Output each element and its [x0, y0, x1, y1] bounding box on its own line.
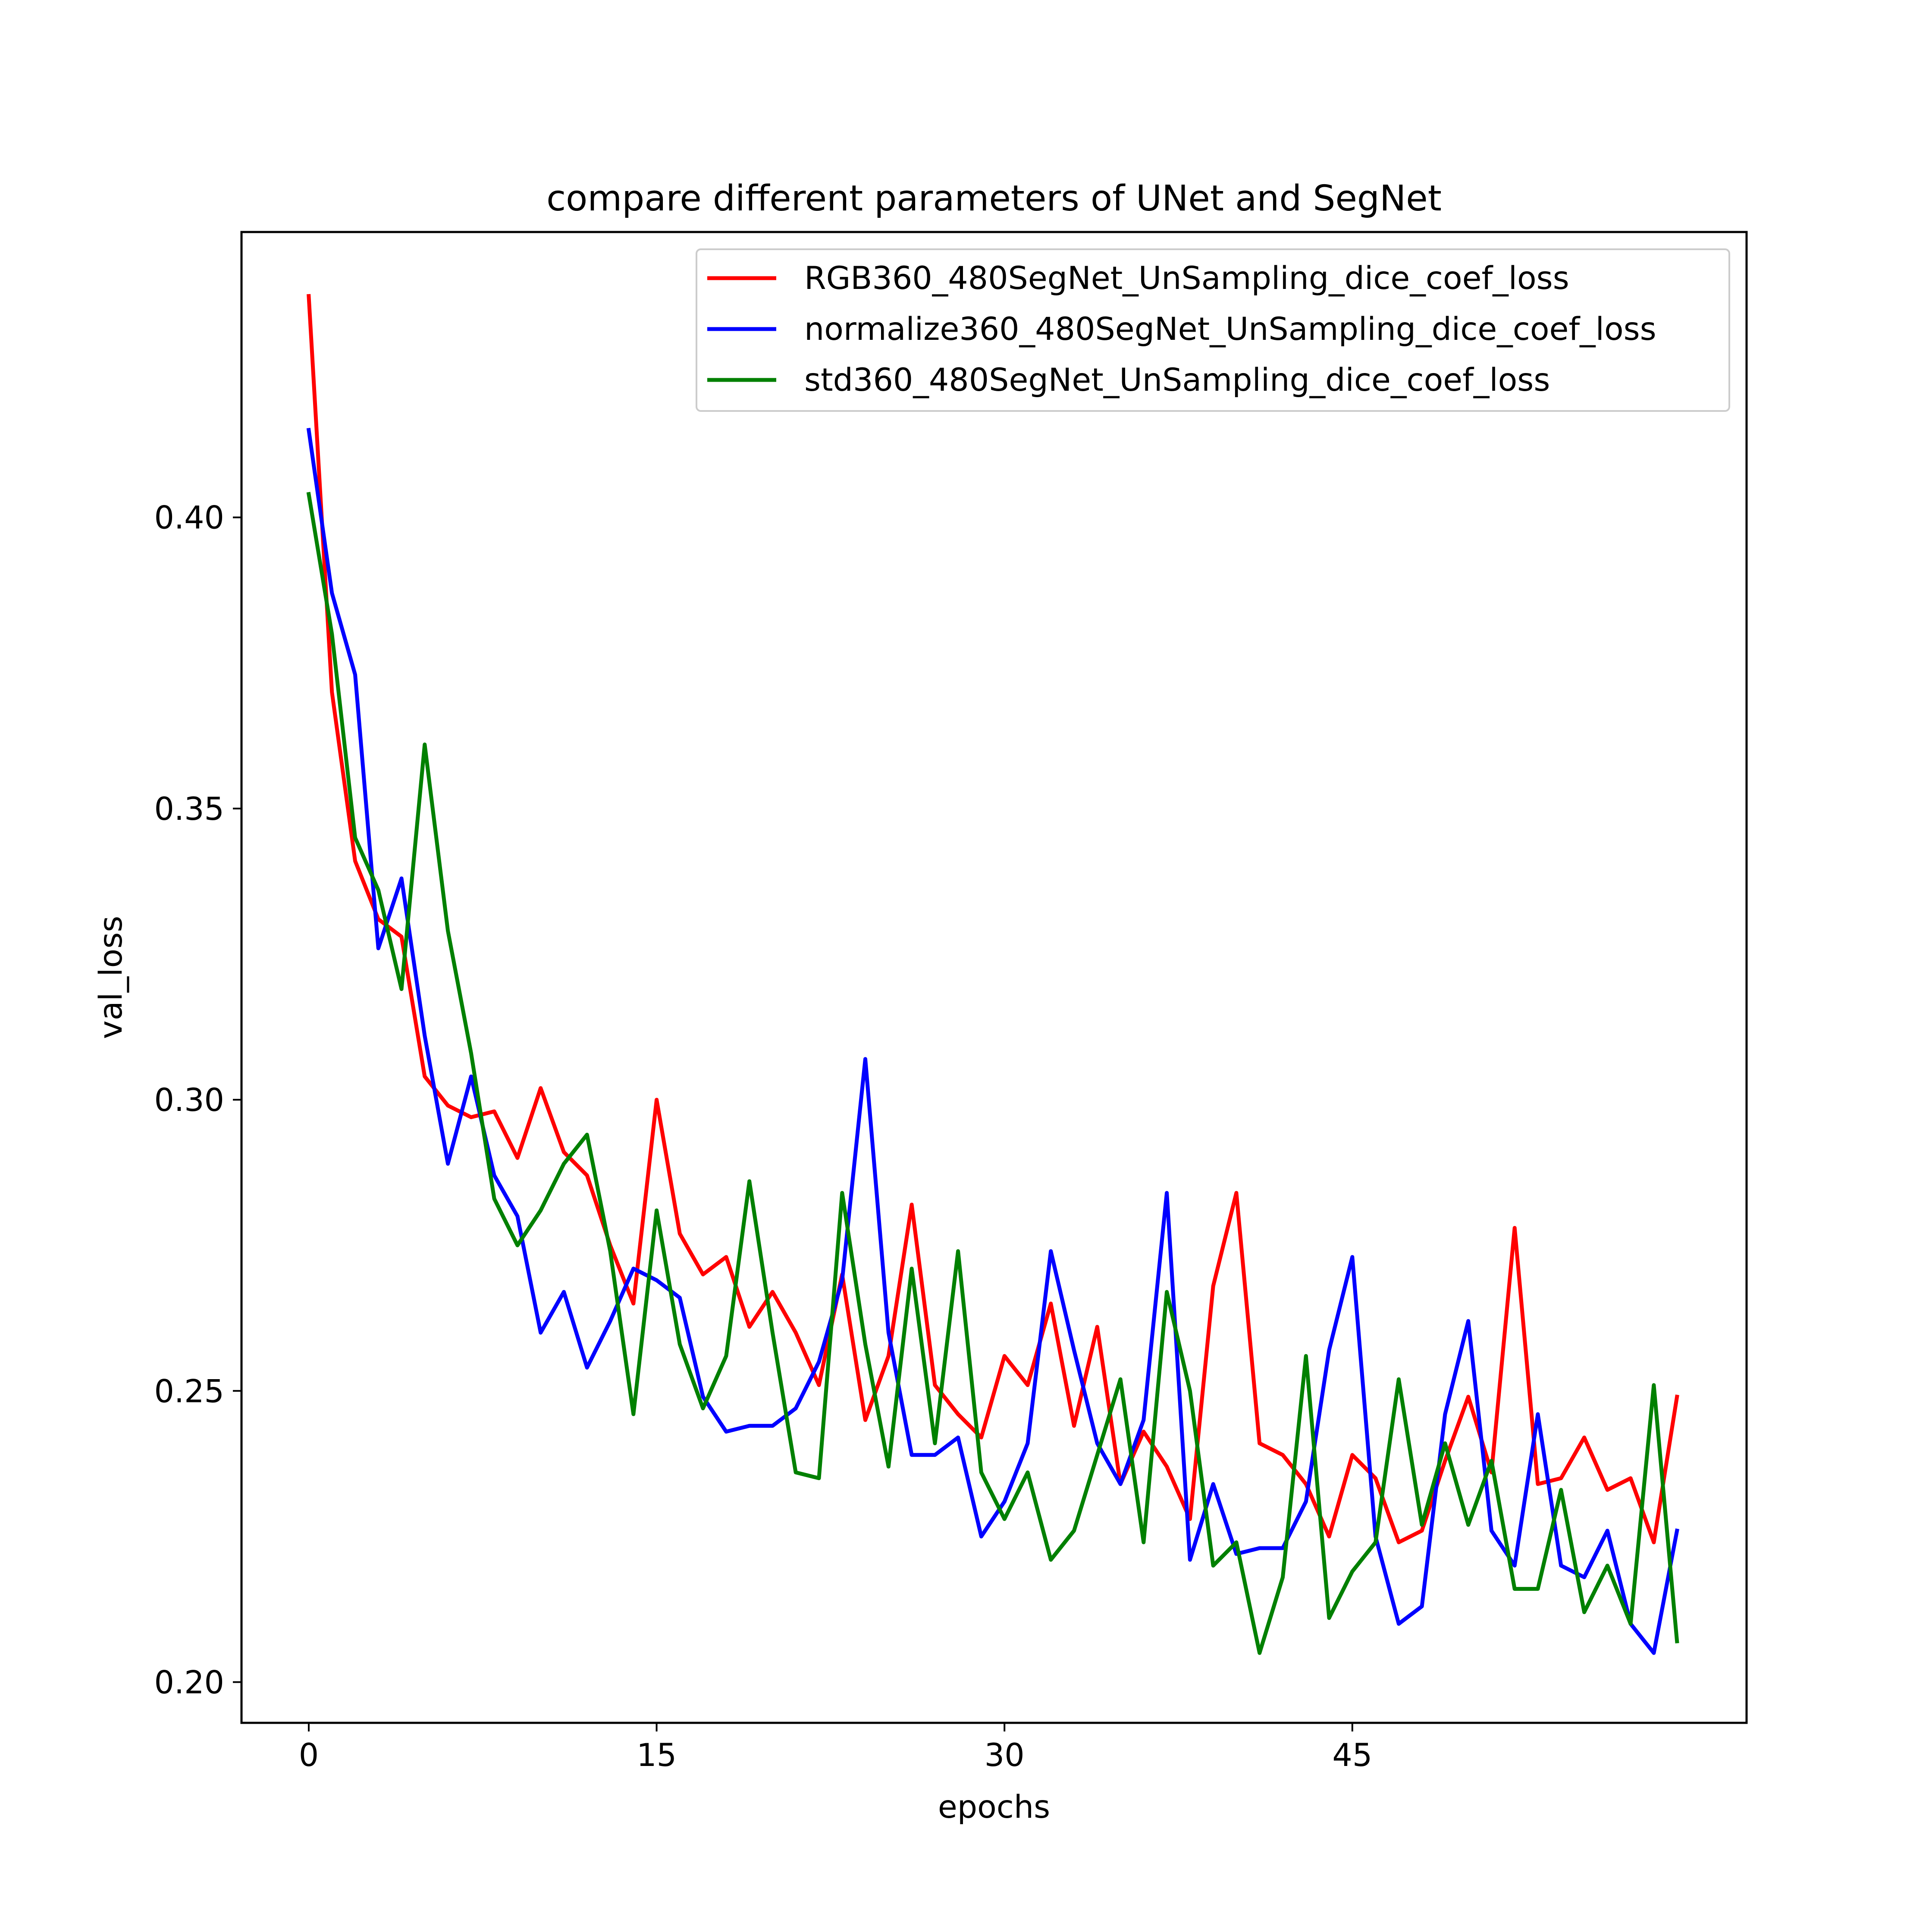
y-tick-label: 0.40 — [154, 500, 224, 536]
legend-box — [696, 248, 1730, 412]
chart-title: compare different parameters of UNet and… — [546, 178, 1442, 219]
plot-area-frame — [240, 231, 1748, 1724]
legend-label: normalize360_480SegNet_UnSampling_dice_c… — [804, 311, 1656, 348]
y-tick-label: 0.35 — [154, 791, 224, 828]
legend: RGB360_480SegNet_UnSampling_dice_coef_lo… — [696, 248, 1730, 412]
legend-label: std360_480SegNet_UnSampling_dice_coef_lo… — [804, 362, 1550, 398]
x-axis-label: epochs — [938, 1789, 1050, 1825]
x-tick-label: 0 — [299, 1737, 319, 1774]
x-tick-label: 30 — [985, 1737, 1025, 1774]
x-tick-label: 45 — [1332, 1737, 1372, 1774]
series-line-3 — [306, 492, 1679, 1655]
y-tick-label: 0.20 — [154, 1664, 224, 1701]
legend-label: RGB360_480SegNet_UnSampling_dice_coef_lo… — [804, 260, 1569, 297]
x-axis-ticks: 0 15 30 45 — [299, 1723, 1372, 1774]
x-tick-label: 15 — [637, 1737, 677, 1774]
y-tick-label: 0.30 — [154, 1082, 224, 1119]
y-tick-label: 0.25 — [154, 1373, 224, 1410]
y-axis-ticks: 0.20 0.25 0.30 0.35 0.40 — [154, 500, 242, 1701]
series-lines — [306, 294, 1679, 1655]
series-line-2 — [306, 428, 1679, 1655]
y-axis-label: val_loss — [93, 916, 129, 1039]
